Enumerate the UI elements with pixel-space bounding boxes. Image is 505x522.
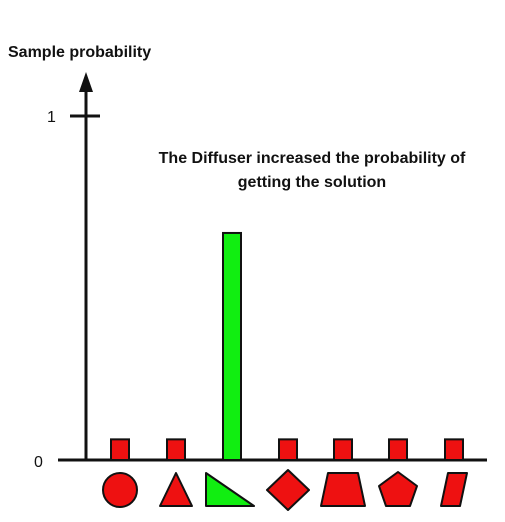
y-axis-title: Sample probability [8, 44, 151, 61]
diamond-icon [266, 469, 310, 511]
bar-parallelogram [444, 438, 464, 461]
category-shapes-group [102, 469, 468, 511]
parallelogram-icon [440, 472, 468, 507]
bar-diamond [278, 438, 298, 461]
y-axis-arrowhead [79, 72, 93, 92]
bar-right-triangle [222, 231, 242, 461]
pentagon-icon [378, 471, 418, 507]
right-triangle-icon [205, 472, 255, 507]
circle-icon [102, 472, 138, 508]
y-tick-label-1: 1 [47, 109, 56, 126]
bar-triangle [166, 438, 186, 461]
bar-pentagon [388, 438, 408, 461]
bar-circle [110, 438, 130, 461]
y-tick-label-0: 0 [34, 454, 43, 471]
annotation-line-2: getting the solution [238, 174, 386, 191]
annotation-line-1: The Diffuser increased the probability o… [159, 150, 466, 167]
trapezoid-icon [320, 472, 366, 507]
bar-trapezoid [333, 438, 353, 461]
triangle-icon [159, 472, 193, 507]
bars-group [110, 231, 464, 461]
